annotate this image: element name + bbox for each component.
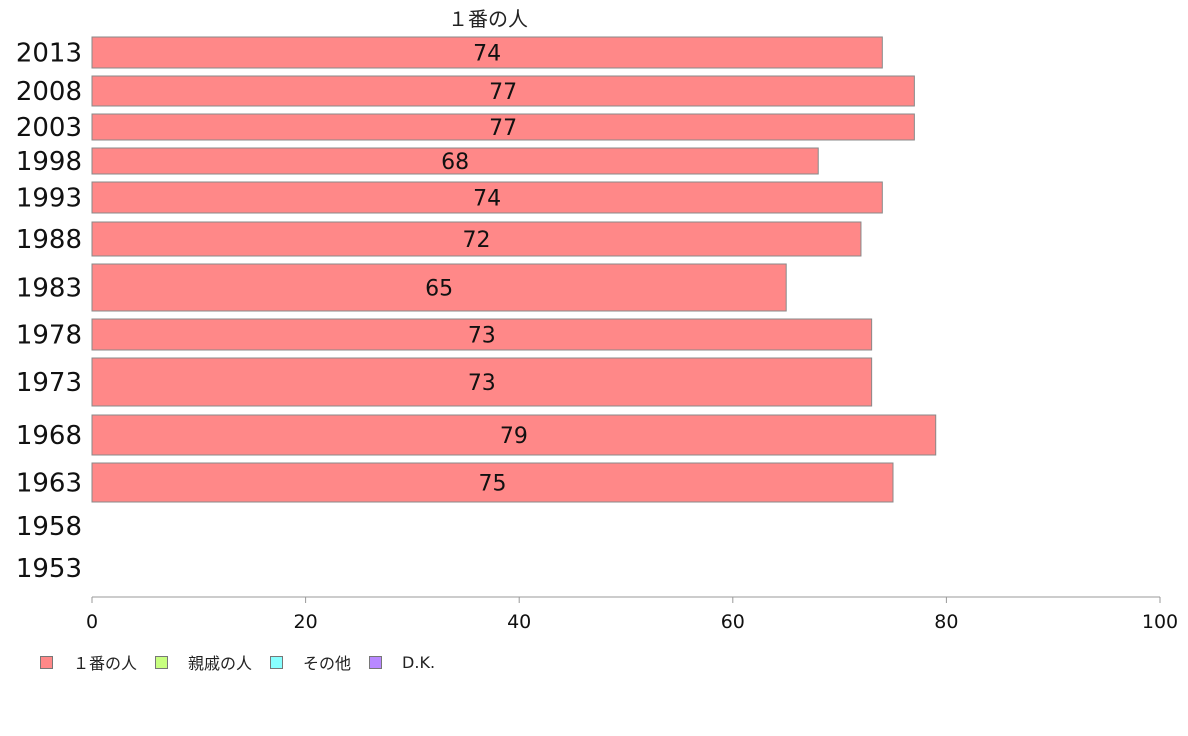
x-axis: 0 20 40 60 80 100 <box>86 596 1178 633</box>
legend-swatch <box>369 655 383 669</box>
x-tick-label: 40 <box>507 611 531 633</box>
legend-label: D.K. <box>402 652 436 672</box>
bar <box>91 75 915 107</box>
legend-label: １番の人 <box>73 654 138 673</box>
legend-label: その他 <box>303 654 352 673</box>
bar-value-label: 72 <box>462 228 490 253</box>
bar <box>91 36 883 69</box>
y-tick-label: 1953 <box>16 554 82 584</box>
bar <box>91 263 787 312</box>
y-axis-labels: 2013 2008 2003 1998 1993 1988 1983 1978 1973 1968… <box>16 39 82 585</box>
x-tick-label: 0 <box>86 611 98 633</box>
bar <box>91 318 873 351</box>
bar-value-label: 73 <box>468 371 496 396</box>
x-tick-label: 20 <box>294 611 318 633</box>
y-tick-label: 1958 <box>16 512 82 542</box>
bar-value-label: 73 <box>468 324 496 349</box>
x-tick-label: 100 <box>1142 611 1178 633</box>
y-tick-label: 1968 <box>16 421 82 451</box>
bar-value-label: 74 <box>473 42 501 67</box>
bar-value-label: 79 <box>500 424 528 449</box>
legend-swatch <box>40 655 53 669</box>
legend-item: D.K. <box>369 653 435 672</box>
chart-title: １番の人 <box>448 7 528 31</box>
legend-item: 親戚の人 <box>155 650 252 674</box>
y-tick-label: 2003 <box>16 113 82 143</box>
y-tick-label: 1973 <box>16 368 82 398</box>
legend-swatch <box>270 655 284 669</box>
legend-item: １番の人 <box>40 650 137 674</box>
bar <box>91 414 937 456</box>
y-tick-label: 1998 <box>16 147 82 177</box>
y-tick-label: 1988 <box>16 225 82 255</box>
bar-value-label: 77 <box>489 116 517 141</box>
y-tick-label: 2013 <box>16 39 82 69</box>
bar <box>91 147 819 175</box>
legend-item: その他 <box>270 650 351 674</box>
bar-value-label: 77 <box>489 80 517 105</box>
y-tick-label: 1993 <box>16 184 82 214</box>
legend-swatch <box>155 655 169 669</box>
bar <box>91 462 894 503</box>
bar <box>91 357 873 407</box>
y-tick-label: 1978 <box>16 321 82 351</box>
y-tick-label: 2008 <box>16 77 82 107</box>
bar <box>91 113 915 141</box>
bar <box>91 221 862 257</box>
x-tick-label: 60 <box>721 611 745 633</box>
bar <box>91 181 883 214</box>
bar-value-label: 68 <box>441 150 469 175</box>
y-tick-label: 1963 <box>16 469 82 499</box>
x-tick-label: 80 <box>934 611 958 633</box>
bar-value-label: 75 <box>479 472 507 497</box>
bar-value-label: 65 <box>425 277 453 302</box>
bar-value-label: 74 <box>473 187 501 212</box>
y-tick-label: 1983 <box>16 274 82 304</box>
legend-label: 親戚の人 <box>188 654 253 673</box>
legend: １番の人 親戚の人 その他 D.K. <box>40 650 453 674</box>
